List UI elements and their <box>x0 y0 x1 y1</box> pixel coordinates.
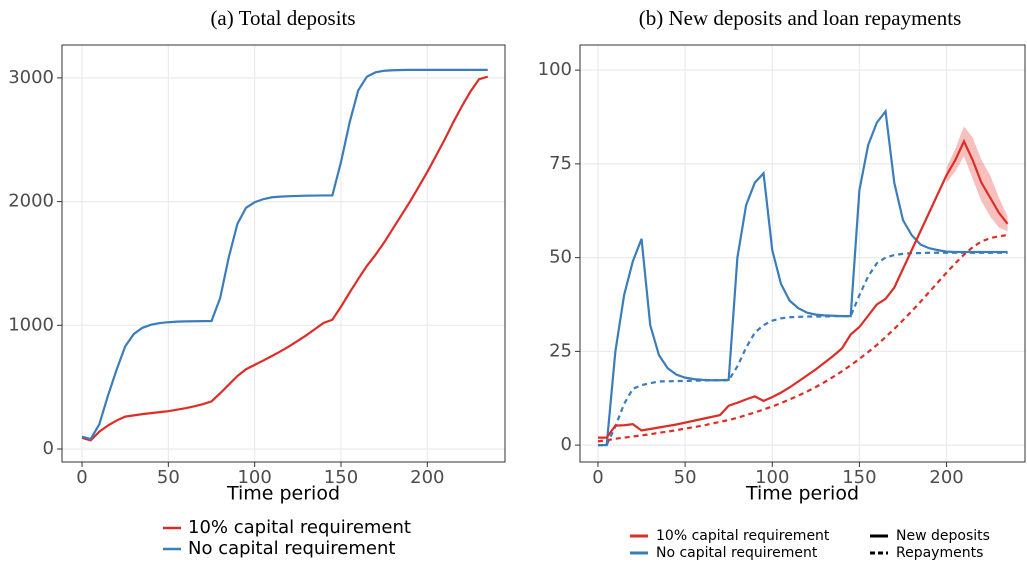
chart-title: (a) Total deposits <box>210 6 355 30</box>
x-axis-label: Time period <box>745 483 859 505</box>
x-tick-label: 150 <box>324 467 358 488</box>
x-tick-label: 100 <box>755 467 789 488</box>
x-tick-label: 50 <box>674 467 697 488</box>
plot-panel <box>62 45 505 462</box>
line <box>597 251 1008 447</box>
x-tick-label: 200 <box>410 467 444 488</box>
y-tick-label: 75 <box>549 153 572 174</box>
chart-title: (b) New deposits and loan repayments <box>639 6 962 30</box>
line <box>597 108 1008 447</box>
legend-label: 10% capital requirement <box>188 517 411 538</box>
y-tick-label: 100 <box>538 59 572 80</box>
x-tick-label: 200 <box>929 467 963 488</box>
x-tick-label: 150 <box>842 467 876 488</box>
y-tick-label: 3000 <box>8 67 54 88</box>
legend-label: Repayments <box>896 545 983 561</box>
y-tick-label: 1000 <box>8 314 54 335</box>
plot-border <box>61 44 506 463</box>
y-tick-label: 50 <box>549 247 572 268</box>
line <box>597 234 1008 443</box>
legend-label: 10% capital requirement <box>656 528 830 544</box>
x-tick-label: 0 <box>592 467 603 488</box>
legend-label: New deposits <box>896 528 990 544</box>
y-tick-label: 25 <box>549 340 572 361</box>
legend-label: No capital requirement <box>656 545 818 561</box>
x-tick-label: 100 <box>237 467 271 488</box>
x-tick-label: 50 <box>157 467 180 488</box>
plot-area <box>597 108 1009 447</box>
line <box>81 68 488 441</box>
y-tick-label: 0 <box>561 434 572 455</box>
legend-label: No capital requirement <box>188 538 395 559</box>
y-tick-label: 2000 <box>8 191 54 212</box>
y-tick-label: 0 <box>43 438 54 459</box>
line <box>81 75 489 442</box>
plot-area <box>81 68 489 442</box>
x-axis-label: Time period <box>226 483 340 505</box>
x-tick-label: 0 <box>76 467 87 488</box>
plot-panel <box>580 45 1025 462</box>
uncertainty-band <box>946 126 1008 232</box>
plot-border <box>579 44 1026 463</box>
line <box>597 138 1009 439</box>
